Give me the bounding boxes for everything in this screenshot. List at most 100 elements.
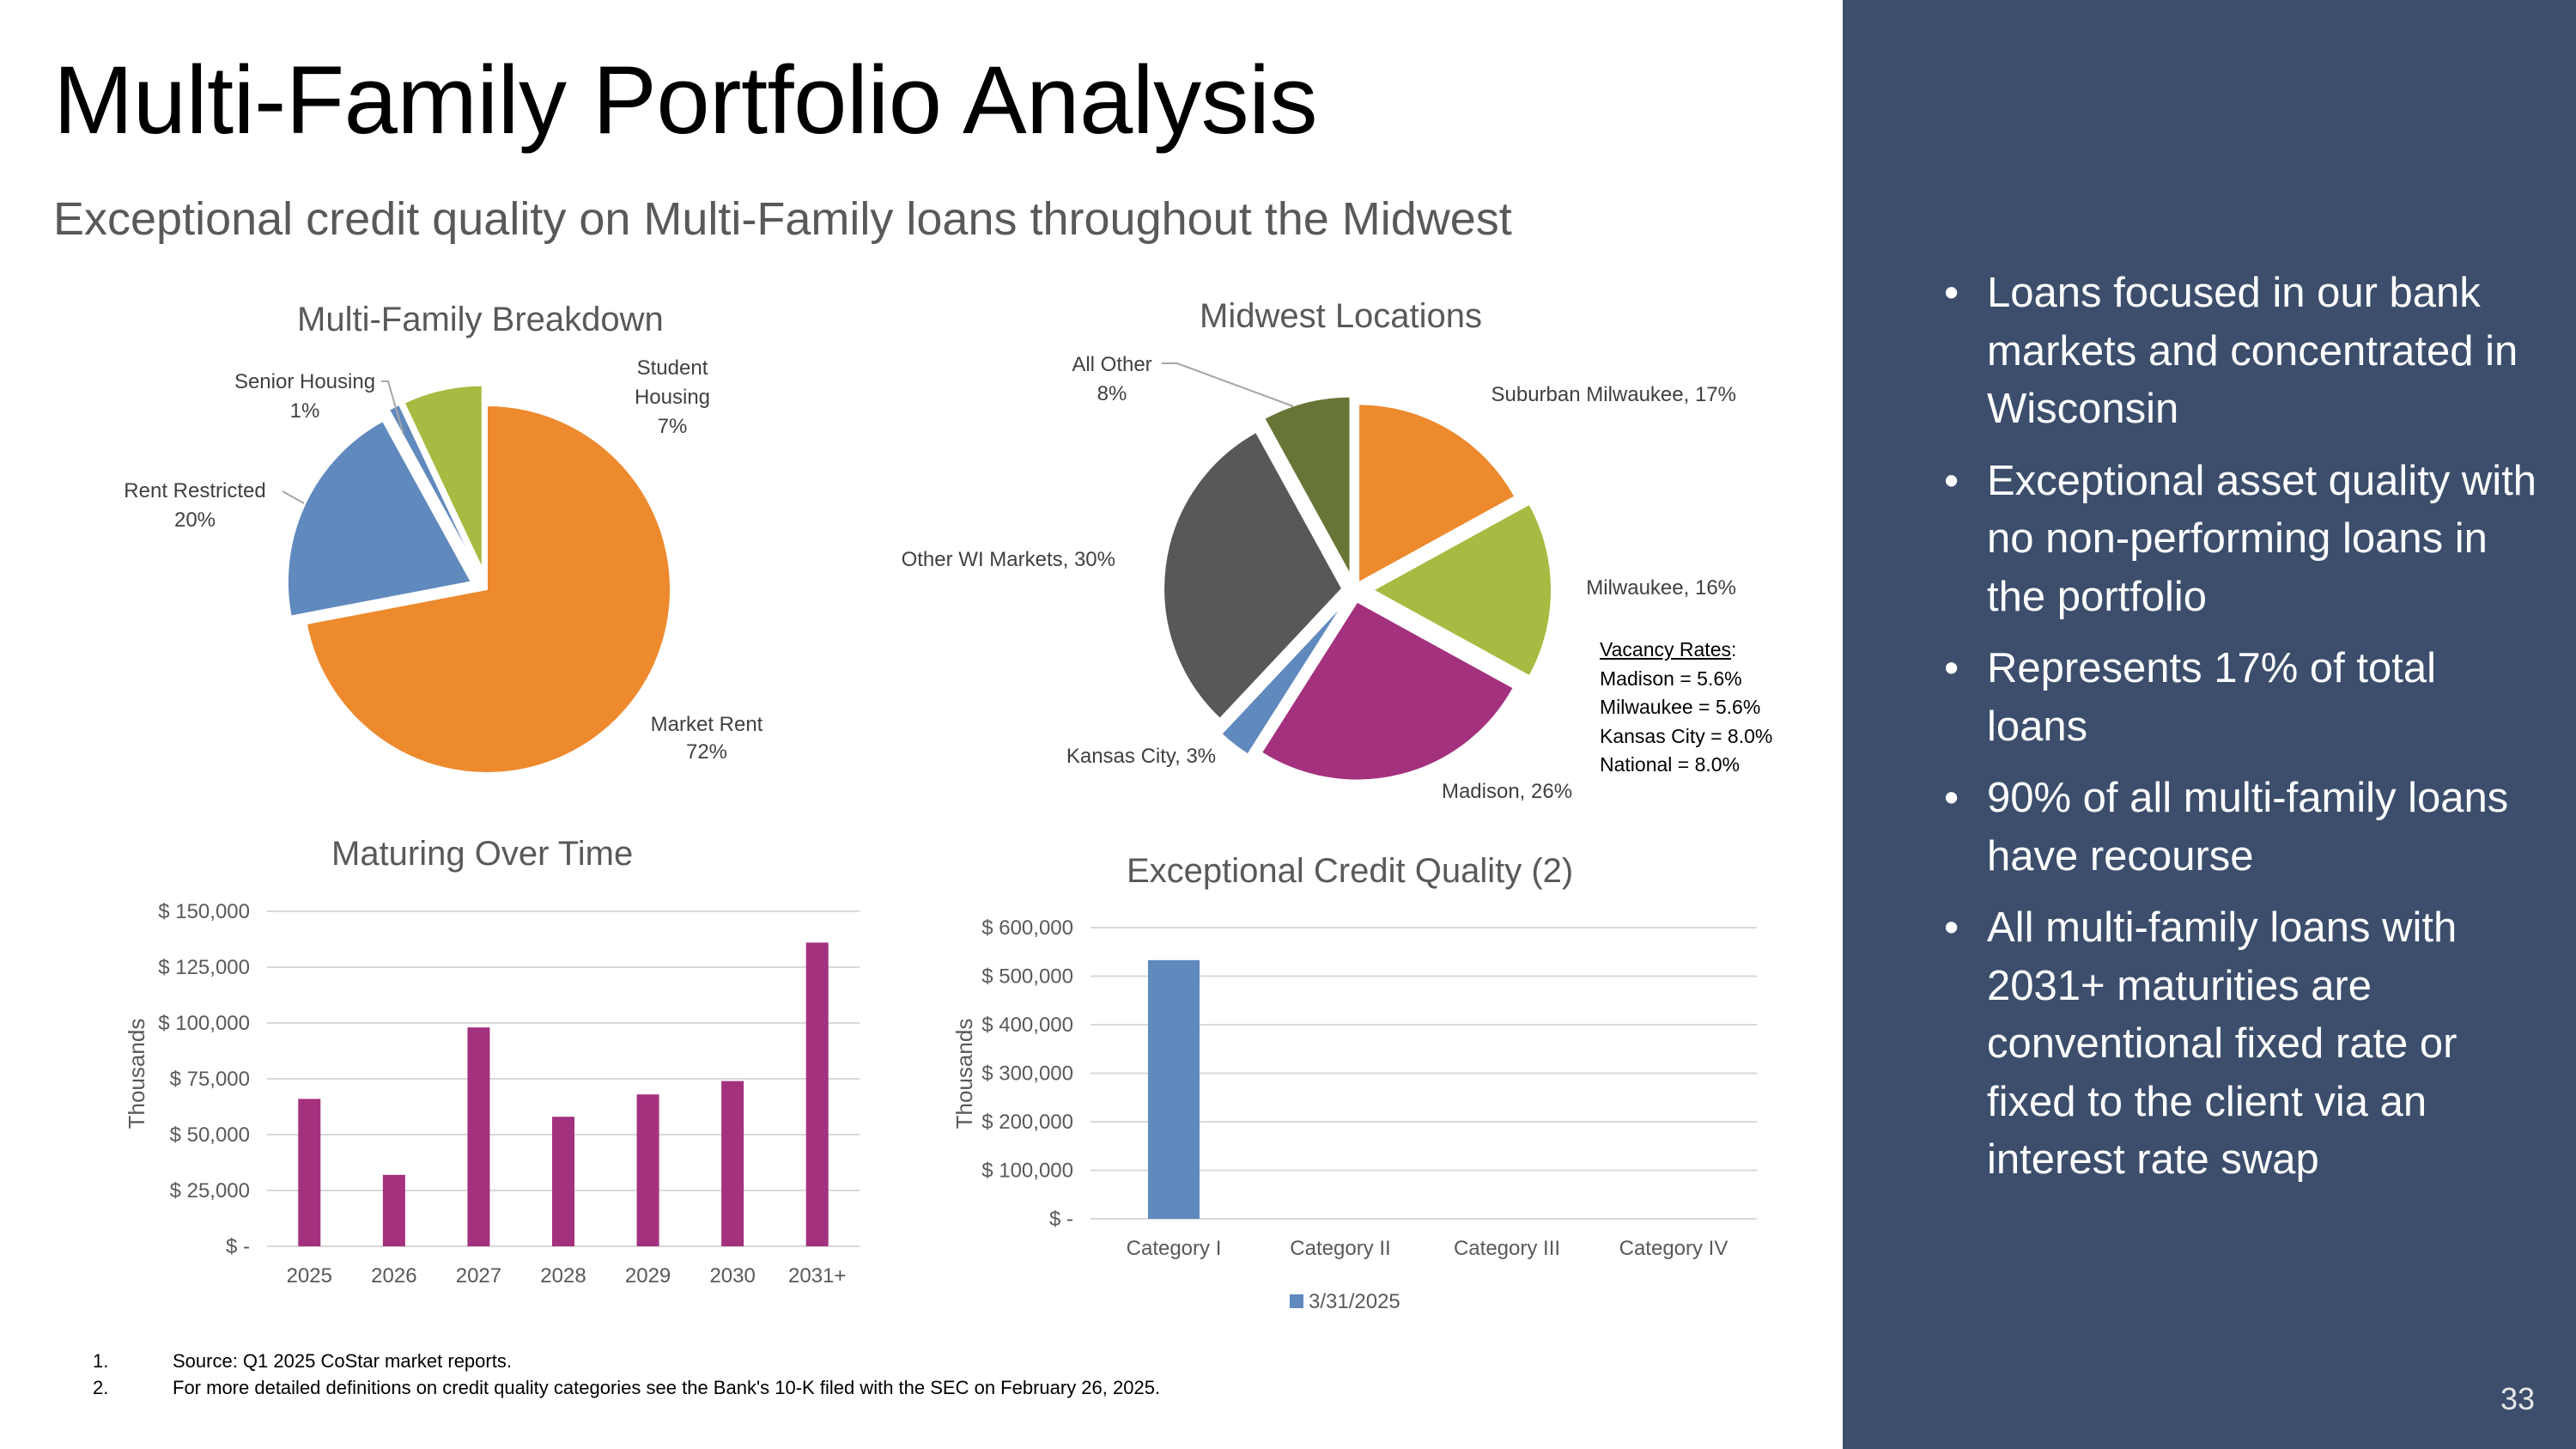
bullet-item: • Exceptional asset quality with no non-p… bbox=[1944, 453, 2545, 627]
bar-category-i bbox=[1148, 959, 1200, 1219]
bullet-item: • Loans focused in our bank markets and c… bbox=[1944, 265, 2545, 439]
x-tick-label: 2031+ bbox=[788, 1264, 846, 1288]
bullet-icon: • bbox=[1944, 645, 1959, 691]
y-tick-label: $ 25,000 bbox=[170, 1179, 250, 1202]
leader-line-senior-housing bbox=[381, 381, 404, 435]
footnote-number: 2. bbox=[93, 1377, 109, 1398]
label-other-wi-markets: Other WI Markets, 30% bbox=[902, 548, 1115, 571]
x-tick-label: 2025 bbox=[287, 1264, 332, 1288]
label-student-housing: Student bbox=[637, 356, 708, 380]
label-student-housing-pct: 7% bbox=[658, 415, 688, 438]
pie-slice-suburban-milwaukee bbox=[1358, 403, 1516, 585]
label-senior-housing: Senior Housing bbox=[234, 370, 375, 393]
bullet-item: • Represents 17% of total loans bbox=[1944, 640, 2545, 756]
pie-slice-milwaukee bbox=[1370, 502, 1552, 678]
y-tick-label: $ - bbox=[1049, 1208, 1073, 1231]
y-tick-label: $ 500,000 bbox=[981, 965, 1073, 989]
bullet-text: Exceptional asset quality with no non-pe… bbox=[1987, 457, 2537, 620]
y-tick-label: $ 400,000 bbox=[981, 1014, 1073, 1037]
vacancy-line: Kansas City = 8.0% bbox=[1600, 724, 1773, 747]
label-kansas-city: Kansas City, 3% bbox=[1066, 745, 1216, 768]
leader-line-all-other bbox=[1162, 362, 1294, 407]
label-rent-restricted-pct: 20% bbox=[174, 508, 216, 532]
label-madison: Madison, 26% bbox=[1442, 780, 1572, 803]
bullet-text: All multi-family loans with 2031+ maturi… bbox=[1987, 904, 2458, 1183]
pie-slice-kansas-city bbox=[1219, 603, 1345, 756]
footnote-number: 1. bbox=[93, 1350, 109, 1372]
chart-title-multifamily-breakdown: Multi-Family Breakdown bbox=[297, 301, 664, 338]
bullet-icon: • bbox=[1944, 457, 1959, 504]
x-tick-label: 2026 bbox=[371, 1264, 416, 1288]
multifamily-breakdown-pie: Market Rent 72% Rent Restricted 20% Senior… bbox=[124, 356, 763, 774]
label-market-rent: Market Rent bbox=[651, 713, 763, 736]
y-tick-label: $ 100,000 bbox=[158, 1012, 250, 1035]
label-rent-restricted: Rent Restricted bbox=[124, 479, 265, 502]
label-all-other: All Other bbox=[1072, 353, 1151, 376]
y-tick-label: $ 200,000 bbox=[981, 1111, 1073, 1134]
x-tick-label: 2027 bbox=[456, 1264, 501, 1288]
y-tick-label: $ 50,000 bbox=[170, 1123, 250, 1147]
bar-2028 bbox=[552, 1117, 574, 1246]
y-tick-label: $ 75,000 bbox=[170, 1068, 250, 1091]
footnote-text: Source: Q1 2025 CoStar market reports. bbox=[173, 1350, 512, 1372]
bullet-item: • All multi-family loans with 2031+ matur… bbox=[1944, 899, 2545, 1190]
bar-2030 bbox=[721, 1081, 744, 1246]
footnote-text: For more detailed definitions on credit … bbox=[173, 1377, 1161, 1398]
midwest-locations-pie: Suburban Milwaukee, 17% Milwaukee, 16% M… bbox=[902, 353, 1736, 803]
pie-slice-market-rent bbox=[305, 404, 671, 774]
y-axis-label: Thousands bbox=[951, 1019, 977, 1129]
y-axis-label: Thousands bbox=[124, 1019, 149, 1129]
chart-title-midwest-locations: Midwest Locations bbox=[1200, 297, 1483, 335]
label-student-housing-2: Housing bbox=[635, 386, 710, 409]
pie-slice-rent-restricted bbox=[286, 419, 473, 618]
x-tick-label: 2028 bbox=[540, 1264, 586, 1288]
x-tick-label: Category II bbox=[1290, 1237, 1390, 1260]
page-subtitle: Exceptional credit quality on Multi-Fami… bbox=[53, 193, 1512, 245]
bar-2025 bbox=[298, 1099, 321, 1246]
credit-quality-chart: $ - $ 100,000 $ 200,000 $ 300,000 $ 400,000 $… bbox=[951, 916, 1757, 1313]
label-senior-housing-pct: 1% bbox=[290, 399, 320, 423]
bullet-icon: • bbox=[1944, 270, 1959, 316]
maturing-over-time-chart: $ - $ 25,000 $ 50,000 $ 75,000 $ 100,000 $ 12… bbox=[124, 900, 860, 1288]
vacancy-line: Milwaukee = 5.6% bbox=[1600, 696, 1761, 718]
label-all-other-pct: 8% bbox=[1097, 382, 1127, 405]
pie-slice-madison bbox=[1260, 600, 1516, 782]
chart-title-credit-quality: Exceptional Credit Quality (2) bbox=[1127, 852, 1574, 890]
legend-label: 3/31/2025 bbox=[1309, 1290, 1400, 1313]
bar-2029 bbox=[636, 1094, 659, 1246]
y-tick-label: $ 125,000 bbox=[158, 956, 250, 979]
label-market-rent-pct: 72% bbox=[686, 740, 727, 764]
legend-swatch bbox=[1290, 1294, 1303, 1308]
sidebar-panel bbox=[1843, 0, 2576, 1449]
pie-slice-student-housing bbox=[403, 384, 483, 570]
x-tick-label: Category IV bbox=[1619, 1237, 1728, 1260]
y-tick-label: $ - bbox=[226, 1235, 250, 1258]
bar-2027 bbox=[467, 1027, 490, 1246]
x-tick-label: 2029 bbox=[625, 1264, 671, 1288]
x-tick-label: 2030 bbox=[709, 1264, 755, 1288]
bullet-icon: • bbox=[1944, 775, 1959, 821]
page-title: Multi-Family Portfolio Analysis bbox=[53, 46, 1318, 154]
y-tick-label: $ 100,000 bbox=[981, 1160, 1073, 1183]
pie-slice-other-wi-markets bbox=[1163, 430, 1344, 721]
vacancy-line: Madison = 5.6% bbox=[1600, 667, 1742, 690]
bullet-item: • 90% of all multi-family loans have reco… bbox=[1944, 770, 2545, 886]
y-tick-label: $ 150,000 bbox=[158, 900, 250, 923]
bullet-text: Loans focused in our bank markets and co… bbox=[1987, 270, 2518, 432]
vacancy-rates-box: Vacancy Rates: Madison = 5.6% Milwaukee … bbox=[1600, 636, 1772, 780]
y-tick-label: $ 600,000 bbox=[981, 916, 1073, 940]
bullet-text: 90% of all multi-family loans have recou… bbox=[1987, 775, 2509, 880]
label-suburban-milwaukee: Suburban Milwaukee, 17% bbox=[1491, 383, 1736, 406]
key-points-list: • Loans focused in our bank markets and c… bbox=[1944, 265, 2545, 1203]
leader-line-rent-restricted bbox=[282, 490, 305, 504]
chart-title-maturing-over-time: Maturing Over Time bbox=[331, 835, 634, 873]
y-tick-label: $ 300,000 bbox=[981, 1062, 1073, 1086]
x-tick-label: Category I bbox=[1127, 1237, 1222, 1260]
x-tick-label: Category III bbox=[1454, 1237, 1560, 1260]
bar-2031 bbox=[805, 942, 829, 1246]
